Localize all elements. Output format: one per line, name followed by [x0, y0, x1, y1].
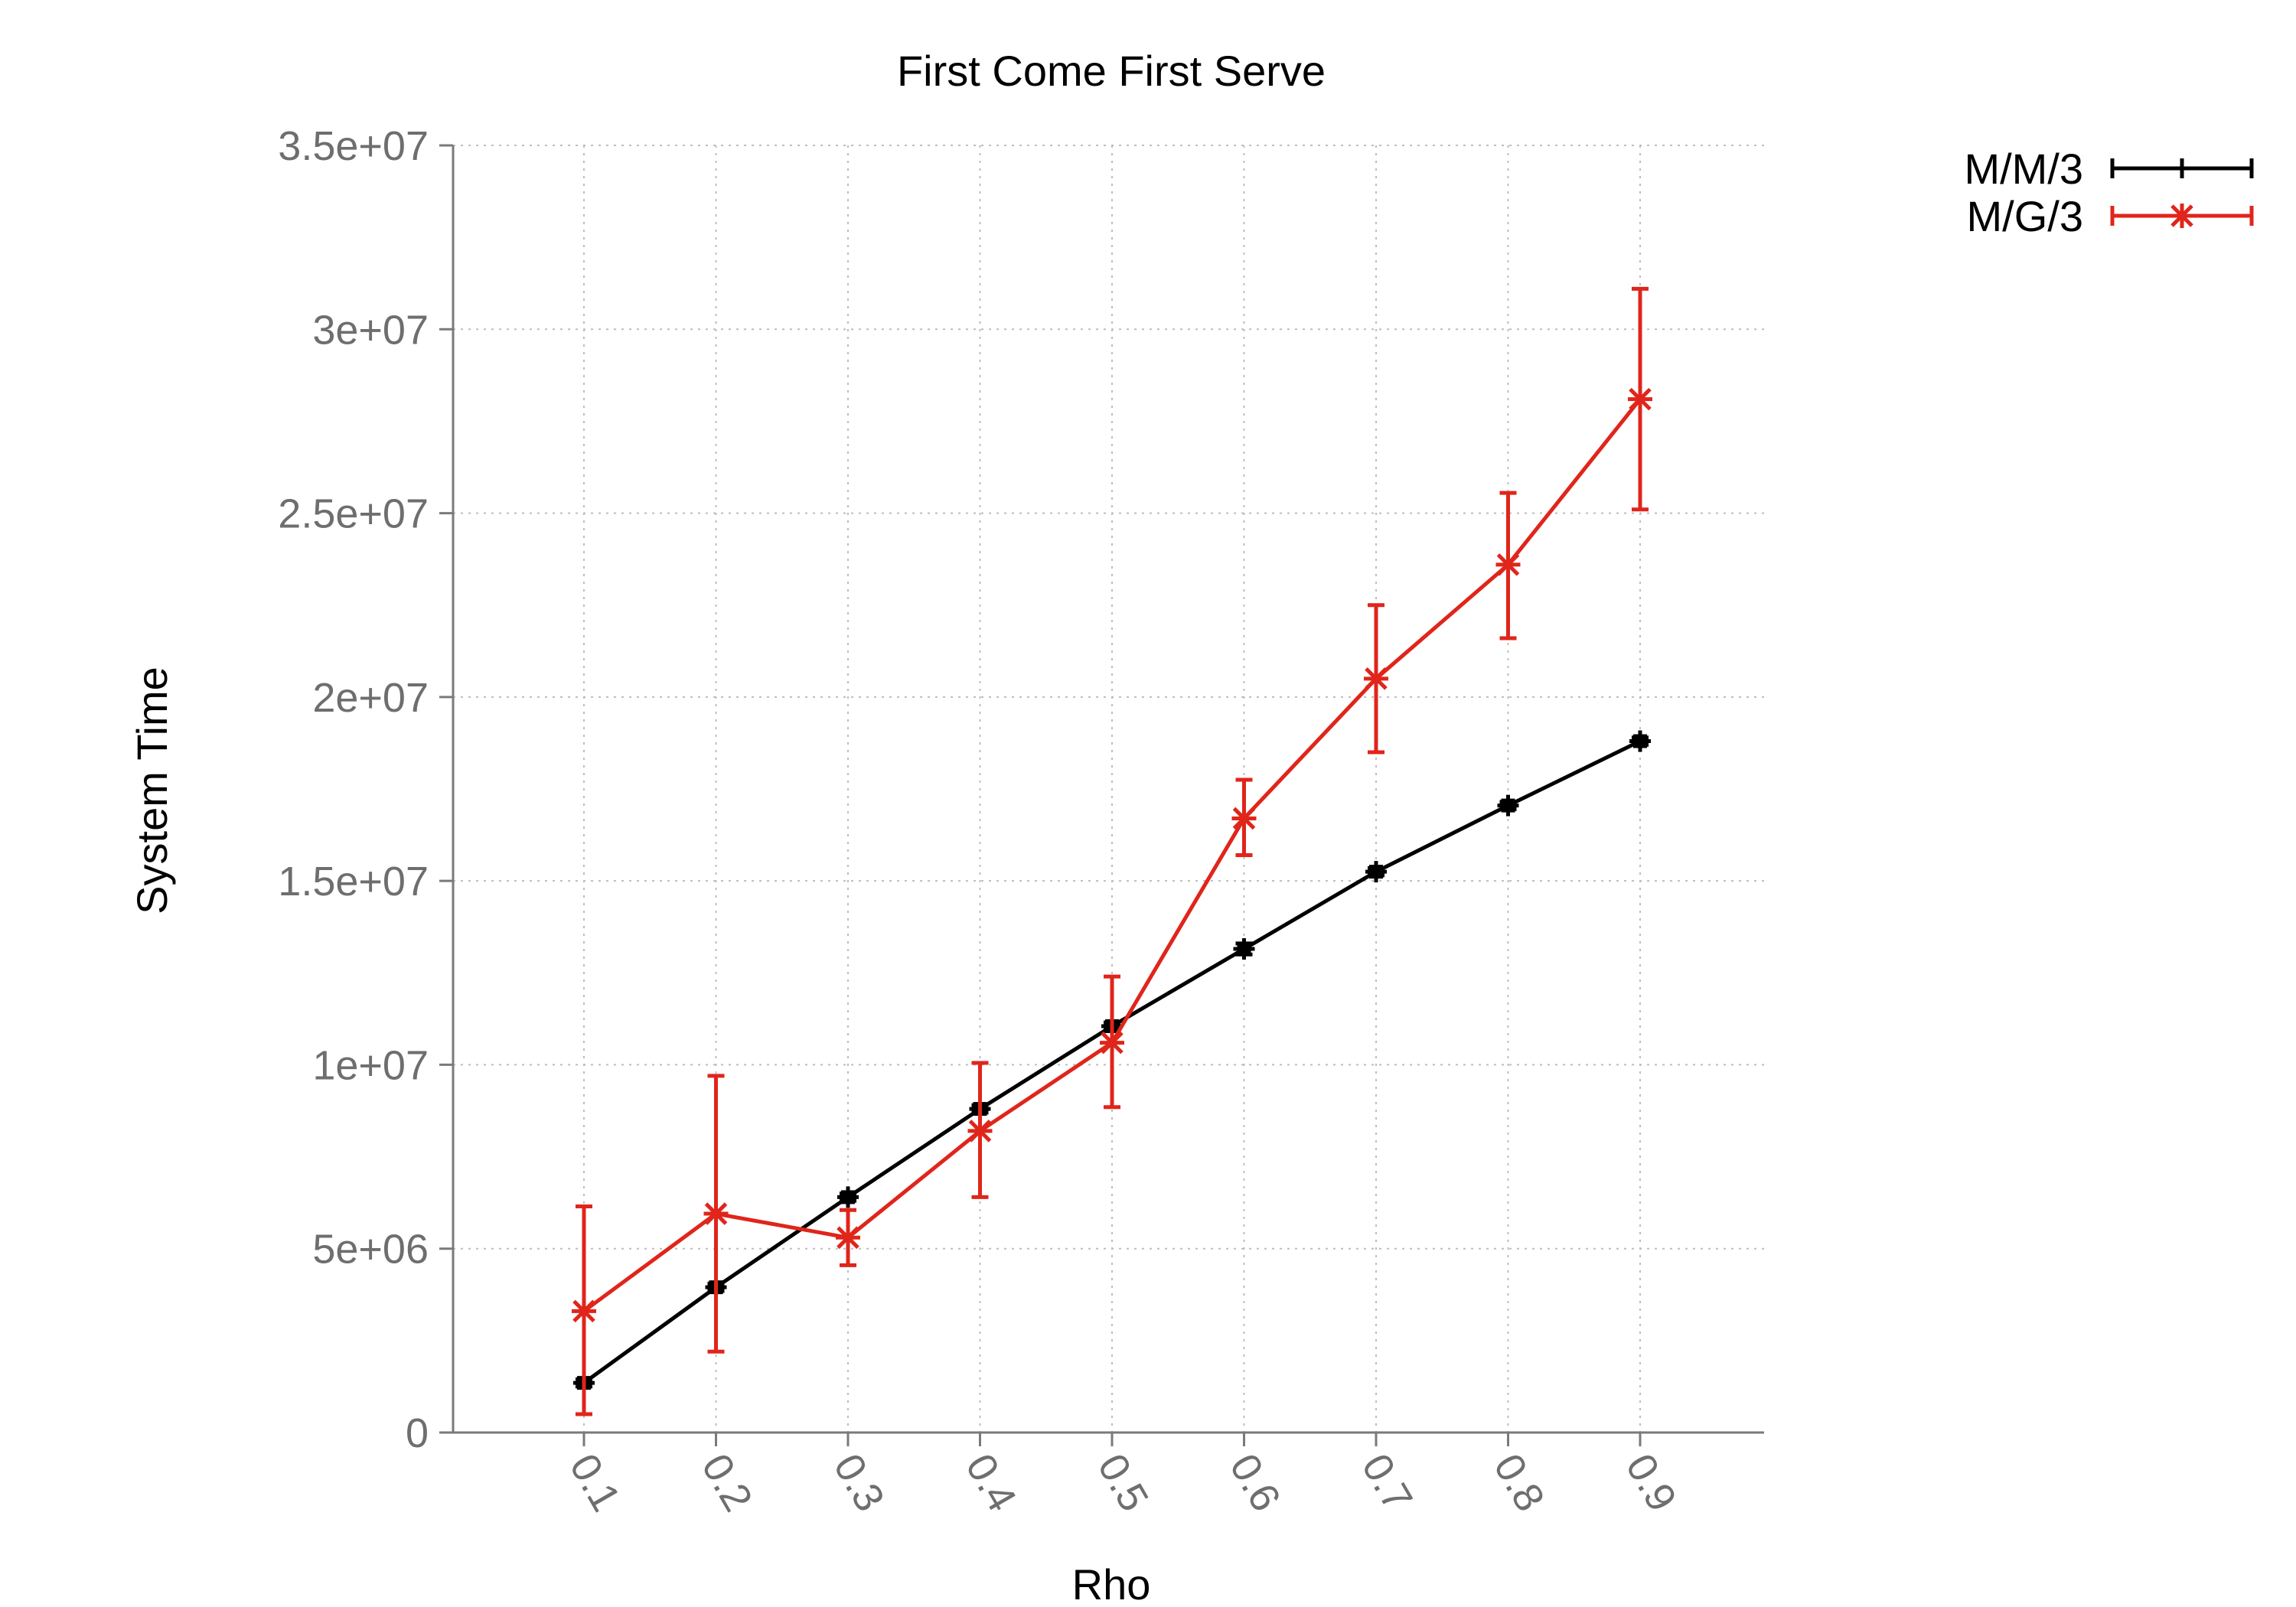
legend-swatch-mm3	[2110, 158, 2254, 178]
legend-label-mg3: M/G/3	[1967, 192, 2083, 240]
series-mg3	[572, 286, 1652, 1416]
data-point-mg3	[1100, 1030, 1124, 1055]
data-point-mm3	[837, 1186, 859, 1208]
x-tick-label: 0.8	[1485, 1446, 1554, 1519]
grid	[453, 145, 1764, 1433]
y-tick-label: 1e+07	[312, 1042, 429, 1088]
y-tick-label: 3e+07	[312, 307, 429, 353]
x-tick-label: 0.7	[1353, 1446, 1422, 1519]
chart-title: First Come First Serve	[897, 47, 1326, 95]
x-tick-label: 0.5	[1089, 1446, 1158, 1519]
data-point-mg3	[1495, 552, 1521, 577]
data-point-mg3	[703, 1201, 729, 1227]
y-tick-label: 5e+06	[312, 1227, 429, 1273]
y-tick-label: 1.5e+07	[278, 859, 429, 905]
data-point-mm3	[1629, 730, 1651, 752]
legend-entry-mm3: M/M/3	[1964, 145, 2254, 193]
y-tick-label: 3.5e+07	[278, 123, 429, 169]
legend-swatch-mg3	[2110, 204, 2254, 228]
y-tick-labels: 0 5e+06 1e+07 1.5e+07 2e+07 2.5e+07 3e+07 3.5e+…	[278, 123, 429, 1456]
x-tick-label: 0.3	[825, 1446, 894, 1519]
data-point-mm3	[1365, 861, 1387, 883]
legend-label-mm3: M/M/3	[1964, 145, 2083, 193]
data-point-mg3	[836, 1225, 860, 1250]
data-point-mg3	[967, 1118, 993, 1143]
y-tick-label: 2e+07	[312, 675, 429, 721]
x-tick-label: 0.1	[561, 1446, 630, 1519]
legend-marker	[2170, 204, 2194, 228]
y-tick-label: 2.5e+07	[278, 491, 429, 537]
x-tick-label: 0.4	[957, 1446, 1026, 1519]
x-tick-label: 0.6	[1221, 1446, 1290, 1519]
legend: M/M/3 M/G/3	[1964, 145, 2254, 240]
x-tick-label: 0.2	[693, 1446, 762, 1519]
y-axis-label: System Time	[128, 667, 176, 914]
x-axis-label: Rho	[1072, 1560, 1151, 1607]
legend-entry-mg3: M/G/3	[1967, 192, 2254, 240]
data-point-mg3	[1231, 806, 1257, 831]
x-tick-labels: 0.1 0.2 0.3 0.4 0.5 0.6 0.7 0.8 0.9	[561, 1446, 1686, 1519]
series	[572, 286, 1652, 1416]
x-tick-label: 0.9	[1617, 1446, 1686, 1519]
data-point-mg3	[572, 1299, 596, 1324]
data-point-mm3	[1497, 794, 1519, 817]
data-point-mg3	[1628, 386, 1652, 412]
axes	[439, 144, 1764, 1446]
data-point-mm3	[1233, 938, 1255, 960]
y-tick-label: 0	[406, 1410, 429, 1456]
data-point-mg3	[1364, 666, 1388, 691]
